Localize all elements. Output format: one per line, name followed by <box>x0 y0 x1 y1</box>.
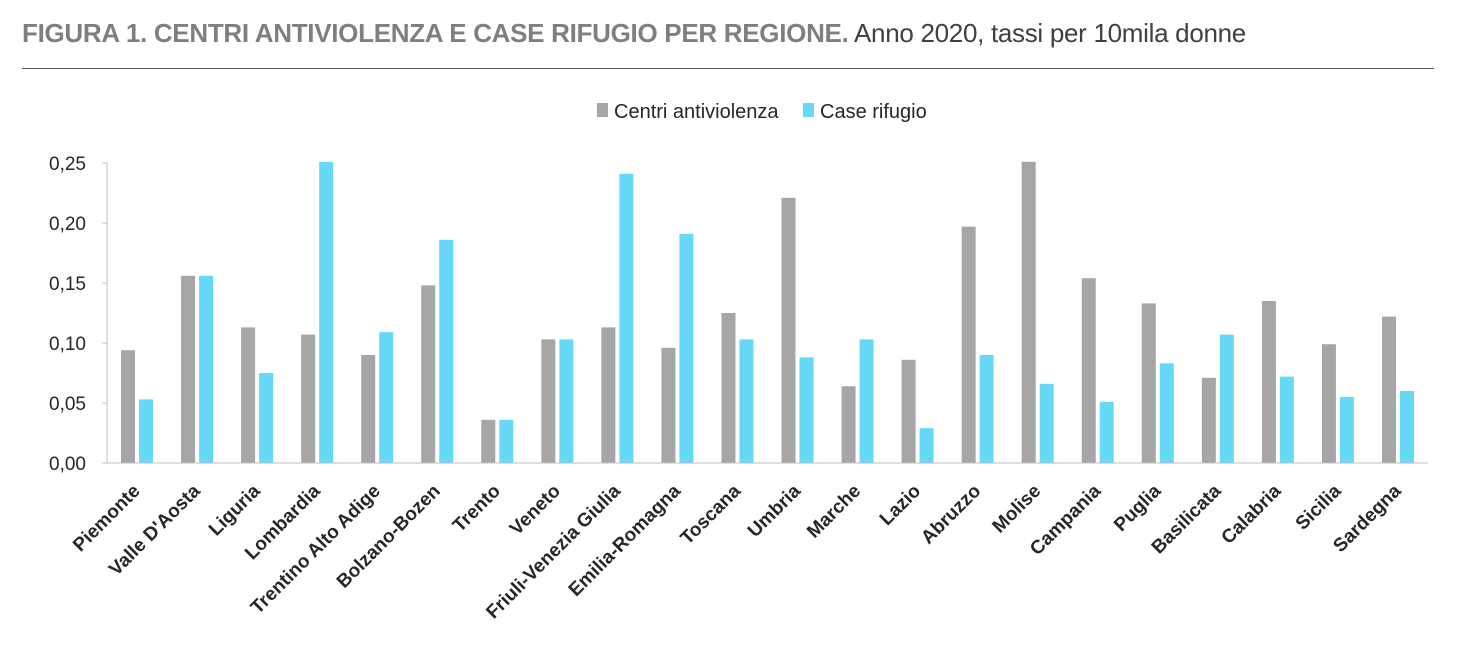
chart-legend: Centri antiviolenza Case rifugio <box>597 101 927 123</box>
bar-case-rifugio <box>139 399 154 463</box>
bar-centri-antiviolenza <box>1381 316 1396 463</box>
bar-case-rifugio <box>859 339 874 463</box>
bar-case-rifugio <box>919 428 934 463</box>
x-tick-label: Liguria <box>205 480 265 540</box>
bar-case-rifugio <box>799 357 814 463</box>
legend-label: Centri antiviolenza <box>614 101 779 123</box>
bar-case-rifugio <box>739 339 754 463</box>
y-tick-label: 0,10 <box>49 334 86 355</box>
x-tick-label: Calabria <box>1218 480 1286 548</box>
bar-case-rifugio <box>1339 397 1354 463</box>
bar-centri-antiviolenza <box>421 285 436 463</box>
y-tick-label: 0,05 <box>49 394 86 415</box>
bar-centri-antiviolenza <box>1081 278 1096 463</box>
bar-case-rifugio <box>1159 363 1174 463</box>
bar-case-rifugio <box>1039 383 1054 463</box>
bar-case-rifugio <box>199 275 214 463</box>
x-tick-label: Umbria <box>744 480 805 541</box>
bar-centri-antiviolenza <box>961 226 976 463</box>
bar-case-rifugio <box>1099 401 1114 463</box>
bar-case-rifugio <box>439 239 454 463</box>
x-tick-label: Trento <box>449 481 505 537</box>
legend-swatch <box>803 103 814 117</box>
x-tick-label: Bolzano-Bozen <box>333 481 445 593</box>
y-axis: 0,00 0,05 0,10 0,15 0,20 0,25 <box>49 154 108 475</box>
bar-centri-antiviolenza <box>721 313 736 463</box>
figure-title-rest: Anno 2020, tassi per 10mila donne <box>848 18 1246 48</box>
bar-centri-antiviolenza <box>121 350 136 463</box>
bar-centri-antiviolenza <box>1141 303 1156 463</box>
bar-centri-antiviolenza <box>1201 377 1216 463</box>
bar-case-rifugio <box>499 419 514 463</box>
bar-centri-antiviolenza <box>841 386 856 463</box>
x-tick-label: Lazio <box>876 481 925 530</box>
bar-centri-antiviolenza <box>541 339 556 463</box>
y-tick-label: 0,00 <box>49 454 86 475</box>
x-tick-label: Marche <box>803 481 865 543</box>
bar-centri-antiviolenza <box>361 355 376 463</box>
bar-case-rifugio <box>1399 391 1414 463</box>
bar-case-rifugio <box>379 332 394 463</box>
bar-centri-antiviolenza <box>1261 301 1276 463</box>
bar-centri-antiviolenza <box>301 334 316 463</box>
bar-centri-antiviolenza <box>601 327 616 463</box>
bar-centri-antiviolenza <box>781 197 796 464</box>
x-tick-label: Abruzzo <box>917 481 985 549</box>
y-tick-label: 0,20 <box>49 214 86 235</box>
bar-case-rifugio <box>1279 376 1294 463</box>
bar-centri-antiviolenza <box>661 347 676 463</box>
figure-title-lead: FIGURA 1. CENTRI ANTIVIOLENZA E CASE RIF… <box>22 18 849 48</box>
bar-case-rifugio <box>679 233 694 463</box>
legend-swatch <box>597 103 608 117</box>
legend-label: Case rifugio <box>820 101 927 123</box>
x-tick-label: Toscana <box>677 480 746 549</box>
bar-case-rifugio <box>619 173 634 464</box>
x-tick-label: Sicilia <box>1292 480 1346 534</box>
x-tick-label: Emilia-Romagna <box>565 480 685 600</box>
y-tick-label: 0,15 <box>49 274 86 295</box>
bar-case-rifugio <box>319 161 334 464</box>
bar-case-rifugio <box>559 339 574 463</box>
title-divider <box>22 68 1434 69</box>
bar-centri-antiviolenza <box>901 359 916 463</box>
x-tick-label: Molise <box>989 481 1046 538</box>
bar-centri-antiviolenza <box>1321 344 1336 463</box>
bar-case-rifugio <box>1219 334 1234 463</box>
y-tick-label: 0,25 <box>49 154 86 175</box>
bar-centri-antiviolenza <box>181 275 196 463</box>
x-tick-label: Veneto <box>506 481 565 540</box>
bar-case-rifugio <box>979 355 994 463</box>
bar-centri-antiviolenza <box>241 327 256 463</box>
bar-case-rifugio <box>259 373 274 463</box>
bars <box>121 161 1414 464</box>
figure-title: FIGURA 1. CENTRI ANTIVIOLENZA E CASE RIF… <box>22 18 1246 49</box>
bar-centri-antiviolenza <box>481 419 496 463</box>
x-tick-label: Puglia <box>1110 480 1165 535</box>
bar-centri-antiviolenza <box>1021 161 1036 464</box>
